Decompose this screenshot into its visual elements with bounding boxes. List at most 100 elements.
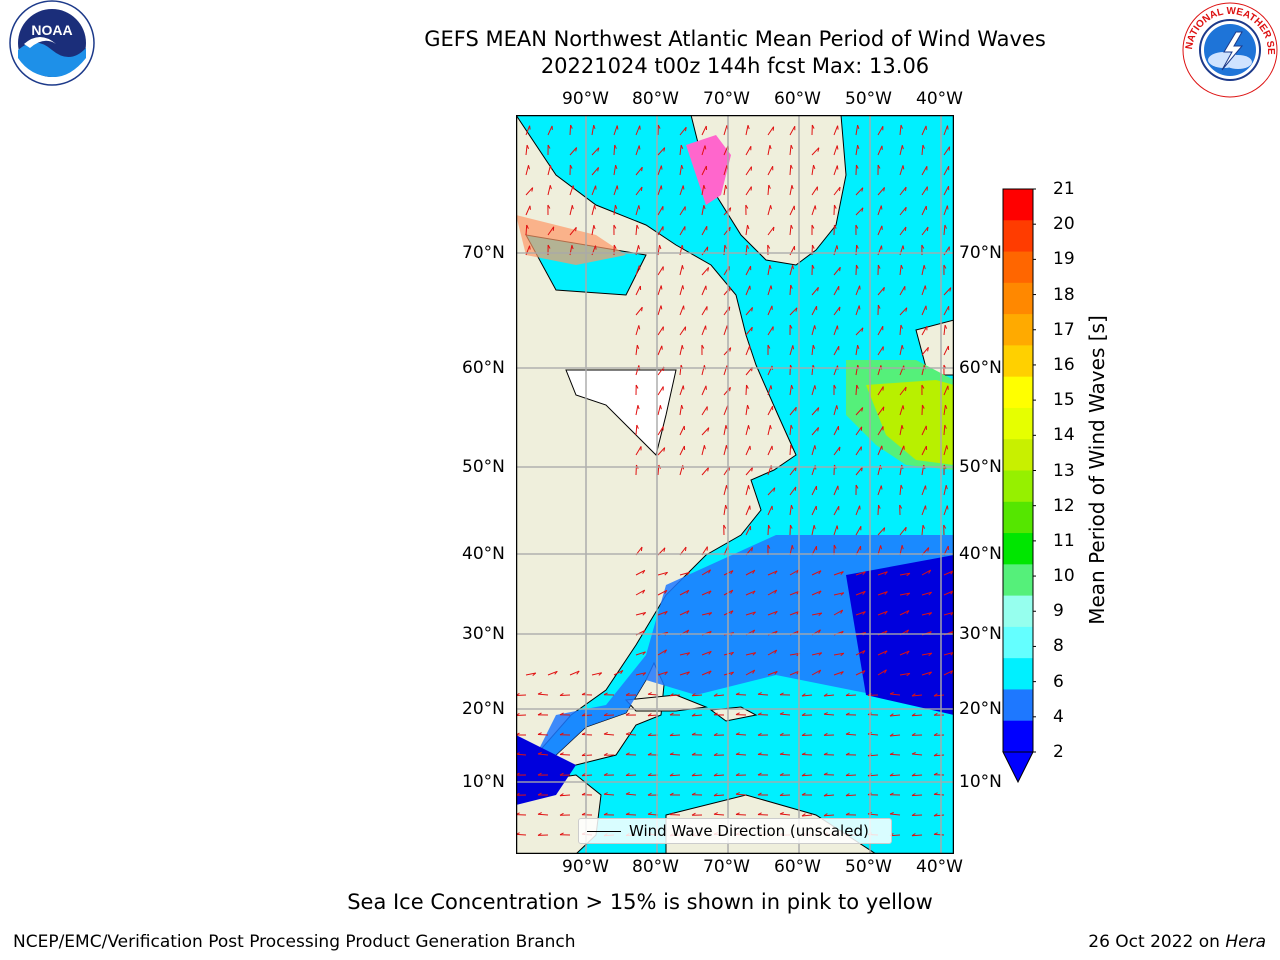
- wind-wave-arrow: [525, 205, 531, 216]
- wind-wave-arrow: [745, 307, 753, 316]
- colorbar-tick-label: 10: [1053, 566, 1075, 587]
- wind-wave-arrow: [547, 165, 551, 176]
- wind-wave-arrow-head: [845, 712, 850, 716]
- wind-wave-arrow-head: [889, 773, 894, 777]
- wind-wave-arrow: [921, 265, 925, 276]
- wind-wave-arrow: [833, 345, 840, 356]
- wind-wave-arrow-head: [792, 345, 795, 350]
- wind-wave-arrow-head: [704, 145, 707, 150]
- wind-wave-arrow: [591, 125, 595, 136]
- wind-wave-arrow: [911, 714, 923, 717]
- wind-wave-arrow: [933, 833, 945, 836]
- wind-wave-arrow-head: [880, 485, 883, 490]
- wind-wave-arrow: [767, 305, 773, 316]
- legend-line: [587, 831, 621, 832]
- wind-wave-arrow-head: [794, 486, 797, 491]
- lat-tick-left: 30°N: [462, 624, 505, 644]
- wind-wave-arrow-head: [537, 712, 542, 716]
- wind-wave-arrow-head: [838, 446, 841, 451]
- wind-wave-arrow: [745, 146, 752, 156]
- wind-wave-arrow-head: [944, 404, 948, 409]
- wind-wave-arrow-head: [833, 224, 837, 229]
- wind-wave-arrow: [635, 589, 645, 596]
- wind-wave-arrow: [603, 733, 615, 736]
- colorbar-segment: [1003, 314, 1033, 346]
- wind-wave-arrow: [525, 145, 528, 156]
- wind-wave-arrow: [943, 385, 949, 396]
- wind-wave-arrow-head: [814, 325, 817, 330]
- wind-wave-arrow-head: [528, 165, 530, 170]
- colorbar-tick-label: 11: [1053, 530, 1075, 551]
- wind-wave-arrow-head: [883, 187, 885, 192]
- wind-wave-arrow-head: [889, 691, 894, 695]
- wind-wave-arrow-head: [669, 773, 674, 777]
- wind-wave-arrow-head: [638, 245, 640, 250]
- wind-wave-arrow-head: [752, 590, 756, 595]
- wind-wave-arrow-head: [861, 467, 863, 472]
- wind-wave-arrow: [823, 814, 835, 817]
- wind-wave-arrow: [833, 365, 838, 376]
- wind-wave-arrow-head: [855, 264, 859, 269]
- wind-wave-arrow: [679, 126, 687, 136]
- wind-wave-arrow-head: [636, 224, 639, 229]
- wind-wave-arrow: [789, 590, 800, 596]
- wind-wave-arrow-head: [581, 773, 586, 777]
- wind-wave-arrow-head: [603, 792, 608, 795]
- wind-wave-arrow-head: [899, 504, 903, 509]
- wind-wave-arrow-head: [757, 752, 762, 755]
- wind-wave-arrow: [625, 793, 637, 796]
- wind-wave-arrow: [745, 652, 756, 656]
- wind-wave-arrow: [635, 651, 646, 656]
- wind-wave-arrow: [679, 405, 683, 416]
- wind-wave-arrow: [613, 205, 616, 216]
- wind-wave-arrow-head: [593, 124, 596, 130]
- wind-wave-arrow: [613, 165, 617, 176]
- wind-wave-arrow: [767, 505, 773, 516]
- wind-wave-arrow-head: [642, 612, 647, 616]
- wind-wave-arrow: [801, 694, 813, 697]
- wind-wave-arrow: [525, 672, 536, 676]
- wind-wave-arrow-head: [790, 224, 794, 229]
- wind-wave-arrow-head: [642, 589, 646, 594]
- wind-wave-arrow: [823, 713, 835, 716]
- wind-wave-arrow-head: [801, 773, 806, 777]
- sea-ice-note: Sea Ice Concentration > 15% is shown in …: [347, 890, 933, 914]
- wind-wave-arrow: [723, 445, 727, 456]
- wind-wave-arrow-head: [877, 304, 881, 309]
- colorbar-segment: [1003, 658, 1033, 690]
- wind-wave-arrow: [635, 405, 639, 416]
- wind-wave-arrow-head: [906, 592, 911, 596]
- wind-wave-arrow: [745, 425, 749, 436]
- wind-wave-arrow: [701, 445, 705, 456]
- wind-wave-arrow-head: [691, 792, 696, 796]
- wind-wave-arrow-head: [749, 285, 751, 290]
- colorbar-tick-label: 20: [1053, 214, 1075, 235]
- wind-wave-arrow-head: [747, 404, 750, 410]
- wind-wave-arrow-head: [861, 407, 864, 412]
- wind-wave-arrow: [569, 124, 572, 136]
- wind-wave-arrow-head: [801, 752, 806, 755]
- wind-wave-arrow-head: [682, 285, 685, 290]
- wind-wave-arrow: [701, 385, 707, 396]
- wind-wave-arrow-head: [635, 384, 639, 389]
- colorbar-segment: [1003, 220, 1033, 253]
- chart-title: GEFS MEAN Northwest Atlantic Mean Period…: [424, 27, 1046, 51]
- wind-wave-arrow: [679, 345, 683, 356]
- wind-wave-arrow-head: [745, 204, 749, 209]
- wind-wave-arrow: [701, 325, 707, 336]
- wind-wave-arrow-head: [752, 652, 757, 656]
- colorbar-segment: [1003, 470, 1033, 503]
- wind-wave-arrow: [723, 425, 727, 436]
- wind-wave-arrow-head: [526, 144, 530, 149]
- wind-wave-arrow: [811, 286, 819, 296]
- wind-wave-arrow: [921, 144, 924, 156]
- wind-wave-arrow-head: [855, 484, 859, 489]
- wind-wave-arrow: [833, 405, 838, 416]
- wind-wave-arrow: [591, 225, 595, 236]
- wind-wave-arrow-head: [861, 207, 864, 212]
- wind-wave-arrow-head: [922, 524, 926, 529]
- wind-wave-arrow: [657, 147, 666, 156]
- wind-wave-arrow: [591, 167, 599, 176]
- wind-wave-arrow: [657, 447, 666, 456]
- wind-wave-arrow: [516, 694, 527, 696]
